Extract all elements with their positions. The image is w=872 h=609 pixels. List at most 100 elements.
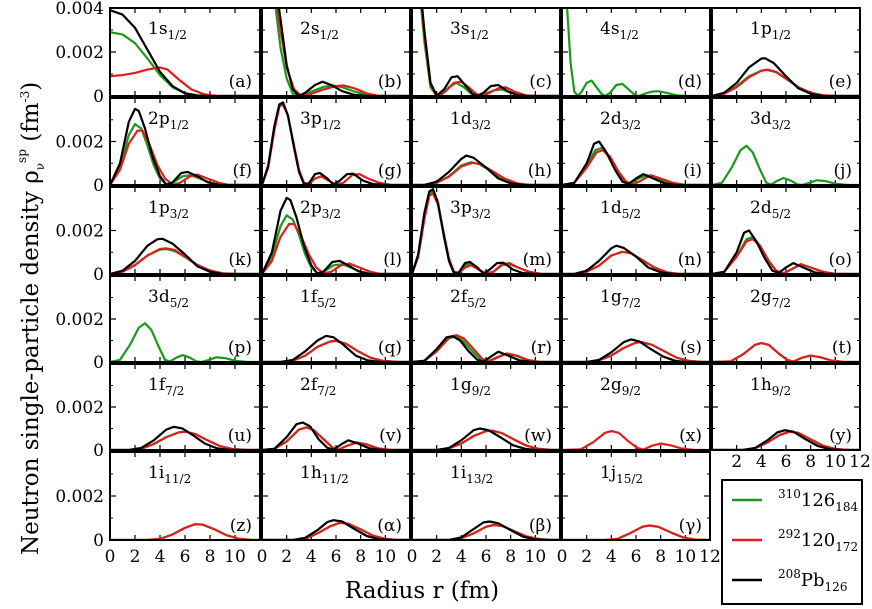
series-line-g310	[110, 322, 260, 362]
panel-letter: (g)	[378, 161, 402, 181]
curves	[262, 421, 410, 450]
series-line-g208	[262, 334, 410, 362]
orbital-j: 3/2	[772, 118, 791, 132]
series-line-g292	[262, 103, 410, 185]
panel-letter: (f)	[232, 161, 252, 181]
panel-e: 1p1/2 (e)	[711, 7, 861, 97]
panel-frame	[109, 451, 261, 541]
panel-v: 2f7/2 (v)	[261, 363, 411, 451]
x-tick-label: 6	[331, 547, 342, 567]
orbital-j: 3/2	[622, 118, 641, 132]
orbital-name: 1g	[600, 287, 622, 307]
y-title-rho: ρ	[18, 170, 44, 184]
orbital-name: 1f	[300, 287, 319, 307]
orbital-label: 3p1/2	[300, 109, 341, 132]
panel-letter: (k)	[228, 250, 252, 270]
orbital-name: 1s	[148, 19, 168, 39]
series-line-g208	[421, 8, 560, 96]
series-line-g292	[712, 238, 860, 274]
y-title-unit-exp: -3	[18, 91, 32, 103]
orbital-name: 2d	[750, 198, 772, 218]
panel-letter: (j)	[833, 161, 852, 181]
x-tick-label: 2	[281, 547, 292, 567]
x-tick-label: 8	[505, 547, 516, 567]
orbital-label: 2g9/2	[600, 375, 641, 398]
y-tick-label: 0	[93, 265, 104, 285]
series-line-g310	[562, 146, 710, 185]
panel-letter: (r)	[531, 338, 552, 358]
panel-frame	[561, 275, 711, 363]
panel-letter: (t)	[832, 338, 852, 358]
x-tick-label: 12	[699, 547, 721, 567]
curves	[262, 334, 410, 362]
panel-frame	[411, 186, 561, 275]
orbital-name: 1i	[148, 463, 165, 483]
y-tick-label: 0.002	[55, 398, 104, 418]
legend-entry-g310: 310126184	[778, 487, 859, 514]
orbital-j: 5/2	[170, 296, 189, 310]
series-line-g208	[110, 425, 260, 450]
curves	[712, 342, 860, 362]
orbital-j: 1/2	[470, 28, 489, 42]
panel-frame	[711, 363, 861, 451]
orbital-label: 1f5/2	[300, 287, 336, 310]
orbital-name: 1h	[750, 375, 772, 395]
panel-x: 2g9/2 (x)	[561, 363, 711, 451]
series-line-g208	[562, 244, 710, 274]
y-title-unit-close: )	[18, 82, 44, 91]
panel-β: 1i13/2 (β)	[411, 451, 561, 541]
curves	[110, 322, 260, 362]
orbital-label: 2p3/2	[300, 198, 341, 221]
panel-m: 3p3/2 (m)	[411, 186, 561, 275]
y-tick-label: 0	[93, 87, 104, 107]
panel-g: 3p1/2 (g)	[261, 97, 411, 186]
y-tick-label: 0.002	[55, 43, 104, 63]
legend-mass: 208	[778, 567, 801, 581]
panel-letter: (p)	[228, 338, 252, 358]
panel-frame	[261, 97, 411, 186]
panel-z: 1i11/2 (z)	[109, 451, 261, 541]
panel-n: 1d5/2 (n)	[561, 186, 711, 275]
series-line-g208	[412, 188, 560, 274]
x-tick-label: 4	[306, 547, 317, 567]
panel-letter: (x)	[679, 426, 702, 446]
panel-p: 3d5/2 (p)	[109, 275, 261, 363]
panel-letter: (i)	[683, 161, 702, 181]
panel-s: 1g7/2 (s)	[561, 275, 711, 363]
orbital-j: 1/2	[772, 28, 791, 42]
series-line-g292	[110, 129, 260, 185]
panel-letter: (c)	[529, 72, 552, 92]
orbital-name: 1h	[300, 463, 322, 483]
panel-frame	[561, 451, 711, 541]
panel-letter: (d)	[678, 72, 702, 92]
x-tick-label: 8	[655, 547, 666, 567]
curves	[262, 101, 410, 185]
panel-frame	[711, 7, 861, 97]
y-tick-label: 0.002	[55, 487, 104, 507]
orbital-name: 2p	[148, 109, 170, 129]
y-tick-label: 0.004	[55, 0, 104, 19]
orbital-label: 1g9/2	[450, 375, 491, 398]
panel-frame	[109, 275, 261, 363]
orbital-label: 1p1/2	[750, 19, 791, 42]
legend-neutrons: 172	[835, 540, 858, 554]
orbital-label: 2g7/2	[750, 287, 791, 310]
orbital-j: 7/2	[772, 296, 791, 310]
x-tick-label: 4	[606, 547, 617, 567]
orbital-label: 3d3/2	[750, 109, 791, 132]
series-line-g292	[110, 66, 260, 96]
x-tick-label: 6	[481, 547, 492, 567]
orbital-j: 3/2	[170, 207, 189, 221]
orbital-label: 2p1/2	[148, 109, 189, 132]
panel-letter: (m)	[523, 250, 552, 270]
orbital-label: 1s1/2	[148, 19, 187, 42]
orbital-label: 1h9/2	[750, 375, 791, 398]
series-line-g292	[562, 149, 710, 185]
series-line-g208	[262, 196, 410, 274]
panel-y: 1h9/2 (y)	[711, 363, 861, 451]
panel-frame	[411, 97, 561, 186]
series-line-g292	[412, 334, 560, 362]
orbital-label: 1h11/2	[300, 463, 349, 486]
orbital-j: 7/2	[165, 384, 184, 398]
x-tick-label: 0	[257, 547, 268, 567]
